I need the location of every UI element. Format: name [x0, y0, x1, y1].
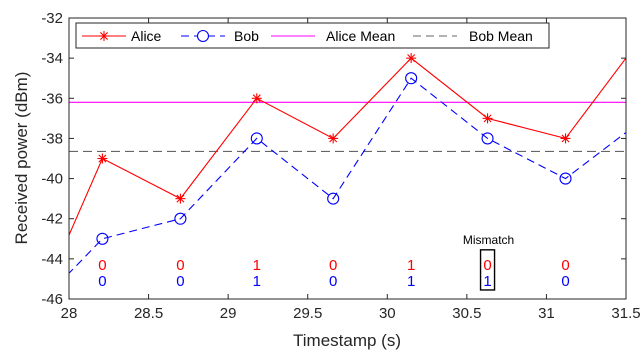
alice-point [251, 93, 262, 104]
x-tick-label: 29 [220, 305, 237, 322]
alice-point-stroke [252, 94, 261, 103]
y-axis-title: Received power (dBm) [12, 72, 31, 245]
mismatch-annotation-label: Mismatch [463, 233, 514, 247]
alice-bit-label: 1 [253, 257, 261, 274]
bob-point [96, 232, 109, 245]
bob-bit-label: 0 [561, 273, 569, 290]
legend-bob-label: Bob [234, 28, 259, 44]
bob-point [250, 132, 263, 145]
alice-point [175, 193, 186, 204]
y-tick-label: -32 [41, 10, 63, 27]
alice-point-stroke [98, 154, 107, 163]
legend-alice-mean-label: Alice Mean [326, 28, 395, 44]
legend-bob-marker [196, 29, 210, 43]
legend-bob-mean-label: Bob Mean [469, 28, 533, 44]
alice-point-stroke [561, 134, 570, 143]
bob-point [559, 172, 572, 185]
bob-series-line [69, 77, 626, 275]
bob-point [174, 212, 187, 225]
alice-bit-label: 0 [561, 257, 569, 274]
bob-bit-label: 1 [483, 273, 491, 290]
legend: Alice Bob Alice Mean Bob Mean [75, 22, 550, 49]
y-tick-label: -38 [41, 130, 63, 147]
x-tick-label: 28.5 [134, 305, 163, 322]
alice-point-stroke [176, 194, 185, 203]
x-tick-label: 30 [379, 305, 396, 322]
alice-bit-label: 0 [483, 257, 491, 274]
alice-point [97, 153, 108, 164]
legend-alice-label: Alice [131, 28, 162, 44]
bob-bit-label: 1 [407, 273, 415, 290]
legend-marker-stroke [100, 32, 108, 40]
x-axis-title: Timestamp (s) [293, 331, 401, 350]
alice-bit-label: 1 [407, 257, 415, 274]
alice-point [560, 133, 571, 144]
alice-point-stroke [407, 54, 416, 63]
mismatch-box [479, 249, 496, 291]
alice-point-stroke [329, 134, 338, 143]
bob-bit-label: 0 [98, 273, 106, 290]
x-tick-label: 31.5 [611, 305, 640, 322]
y-tick-label: -42 [41, 211, 63, 228]
alice-bit-label: 0 [98, 257, 106, 274]
bob-bit-label: 1 [253, 273, 261, 290]
alice-point-stroke [483, 114, 492, 123]
x-tick-label: 31 [538, 305, 555, 322]
y-tick-label: -34 [41, 50, 63, 67]
y-tick-label: -36 [41, 90, 63, 107]
x-tick-label: 28 [61, 305, 78, 322]
y-tick-label: -44 [41, 251, 63, 268]
alice-point [406, 53, 417, 64]
bob-point [481, 132, 494, 145]
plot-background [69, 18, 626, 299]
x-tick-label: 29.5 [293, 305, 322, 322]
bob-point [327, 192, 340, 205]
axes: 28 28.5 29 29.5 30 30.5 31 31.5 -46 -44 -42 -40 -38 -… [41, 10, 640, 322]
alice-point [328, 133, 339, 144]
bob-point [405, 72, 418, 85]
bob-bit-label: 0 [176, 273, 184, 290]
y-tick-label: -40 [41, 171, 63, 188]
x-tick-label: 30.5 [452, 305, 481, 322]
bob-bit-label: 0 [329, 273, 337, 290]
alice-bit-label: 0 [329, 257, 337, 274]
plot-frame [68, 17, 627, 300]
alice-point [482, 113, 493, 124]
legend-alice-marker [99, 31, 109, 41]
alice-bit-label: 0 [176, 257, 184, 274]
y-tick-label: -46 [41, 291, 63, 308]
